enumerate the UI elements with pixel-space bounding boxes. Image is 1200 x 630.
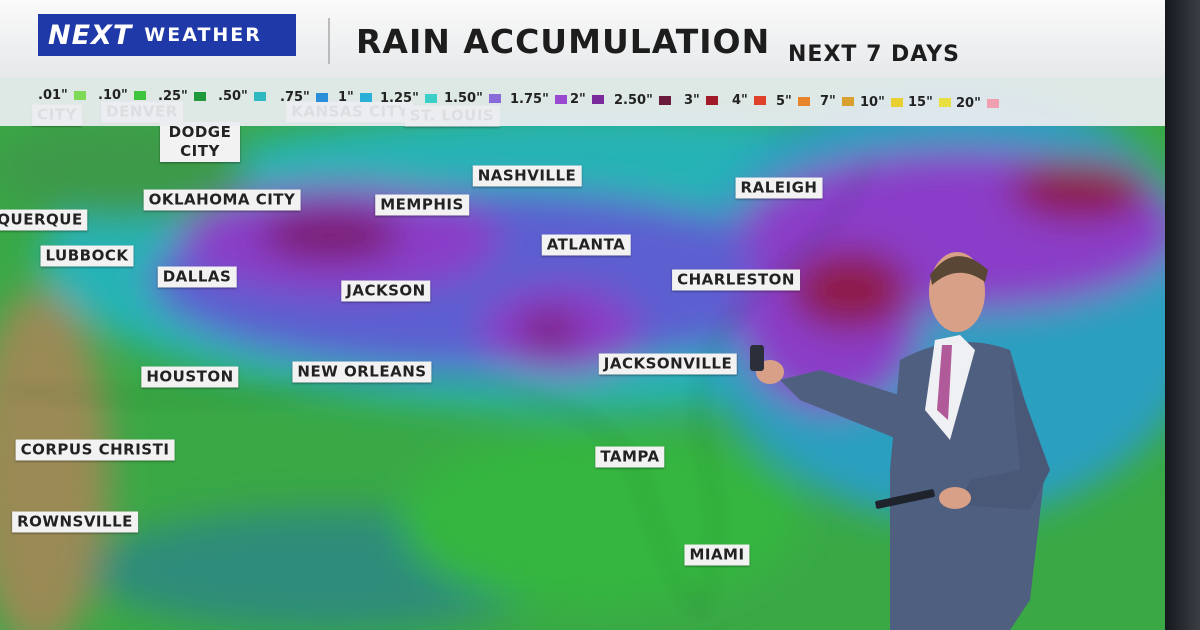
legend-label: 2.50" <box>614 92 653 108</box>
legend-item: 1" <box>338 90 372 105</box>
legend: .01" .10" .25" .50" .75" 1" 1.25" 1.50" 1.75" 2" 2… <box>0 78 1168 126</box>
legend-item: .10" <box>98 88 146 103</box>
legend-label: 4" <box>732 93 748 109</box>
legend-swatch <box>986 98 999 108</box>
logo: NEXT WEATHER <box>38 14 296 56</box>
city-label: MIAMI <box>684 544 750 566</box>
legend-label: 5" <box>776 93 792 109</box>
city-label: ROWNSVILLE <box>12 511 138 533</box>
legend-item: 20" <box>956 96 999 111</box>
legend-label: 1" <box>338 90 354 106</box>
legend-item: 3" <box>684 93 718 108</box>
legend-swatch <box>890 97 903 107</box>
legend-label: 2" <box>570 92 586 108</box>
city-label: DALLAS <box>157 266 237 288</box>
city-label: TAMPA <box>595 446 665 468</box>
city-label: JACKSON <box>341 280 431 302</box>
legend-swatch <box>193 91 206 101</box>
legend-item: .01" <box>38 88 86 103</box>
legend-swatch <box>73 91 86 100</box>
city-label: JACKSONVILLE <box>598 353 738 375</box>
legend-label: 1.75" <box>510 91 549 107</box>
city-label: DODGE CITY <box>160 122 240 162</box>
legend-label: 10" <box>860 94 885 110</box>
legend-item: 7" <box>820 94 854 109</box>
legend-item: 10" <box>860 95 903 110</box>
subtitle: NEXT 7 DAYS <box>788 42 960 67</box>
legend-label: .10" <box>98 88 128 104</box>
legend-swatch <box>705 95 718 105</box>
legend-swatch <box>591 95 604 105</box>
legend-item: .75" <box>280 90 328 105</box>
logo-weather: WEATHER <box>144 24 262 46</box>
legend-swatch <box>554 94 567 104</box>
city-label: NASHVILLE <box>472 165 582 187</box>
legend-item: 15" <box>908 95 951 110</box>
city-label: CHARLESTON <box>672 269 800 291</box>
legend-item: 1.75" <box>510 92 567 107</box>
logo-next: NEXT <box>48 19 133 51</box>
city-label: MEMPHIS <box>375 194 469 216</box>
legend-item: 1.50" <box>444 91 501 106</box>
city-label: NEW ORLEANS <box>292 361 432 383</box>
legend-item: 2" <box>570 92 604 107</box>
city-label: RALEIGH <box>735 177 823 199</box>
legend-label: .25" <box>158 88 188 104</box>
legend-label: 1.50" <box>444 91 483 107</box>
legend-label: 1.25" <box>380 90 419 106</box>
legend-item: .25" <box>158 89 206 104</box>
coastline <box>9 159 871 612</box>
city-label: CORPUS CHRISTI <box>15 439 175 461</box>
legend-label: .01" <box>38 88 68 103</box>
legend-swatch <box>797 96 810 106</box>
screen-frame <box>1165 0 1200 630</box>
header-bar: NEXT WEATHER RAIN ACCUMULATION NEXT 7 DA… <box>0 0 1168 78</box>
legend-item: 5" <box>776 94 810 109</box>
legend-label: 7" <box>820 94 836 110</box>
legend-swatch <box>315 92 328 102</box>
legend-swatch <box>488 94 501 104</box>
legend-label: .75" <box>280 89 310 105</box>
legend-label: 15" <box>908 95 933 111</box>
legend-label: .50" <box>218 89 248 105</box>
legend-swatch <box>658 95 671 105</box>
legend-swatch <box>133 91 146 101</box>
legend-item: 1.25" <box>380 91 437 106</box>
legend-swatch <box>359 93 372 103</box>
legend-swatch <box>753 96 766 106</box>
city-label: LUBBOCK <box>40 245 134 267</box>
city-label: HOUSTON <box>141 366 239 388</box>
city-label: OKLAHOMA CITY <box>143 189 301 211</box>
legend-swatch <box>424 93 437 103</box>
legend-item: 2.50" <box>614 93 671 108</box>
legend-label: 3" <box>684 92 700 108</box>
city-label: QUERQUE <box>0 209 88 231</box>
presenter <box>750 252 1050 630</box>
legend-item: 4" <box>732 93 766 108</box>
city-label: ATLANTA <box>541 234 631 256</box>
legend-item: .50" <box>218 89 266 104</box>
legend-swatch <box>841 97 854 107</box>
legend-swatch <box>253 92 266 102</box>
legend-swatch <box>938 98 951 108</box>
divider <box>328 18 330 64</box>
legend-label: 20" <box>956 95 981 111</box>
title: RAIN ACCUMULATION <box>356 22 771 61</box>
